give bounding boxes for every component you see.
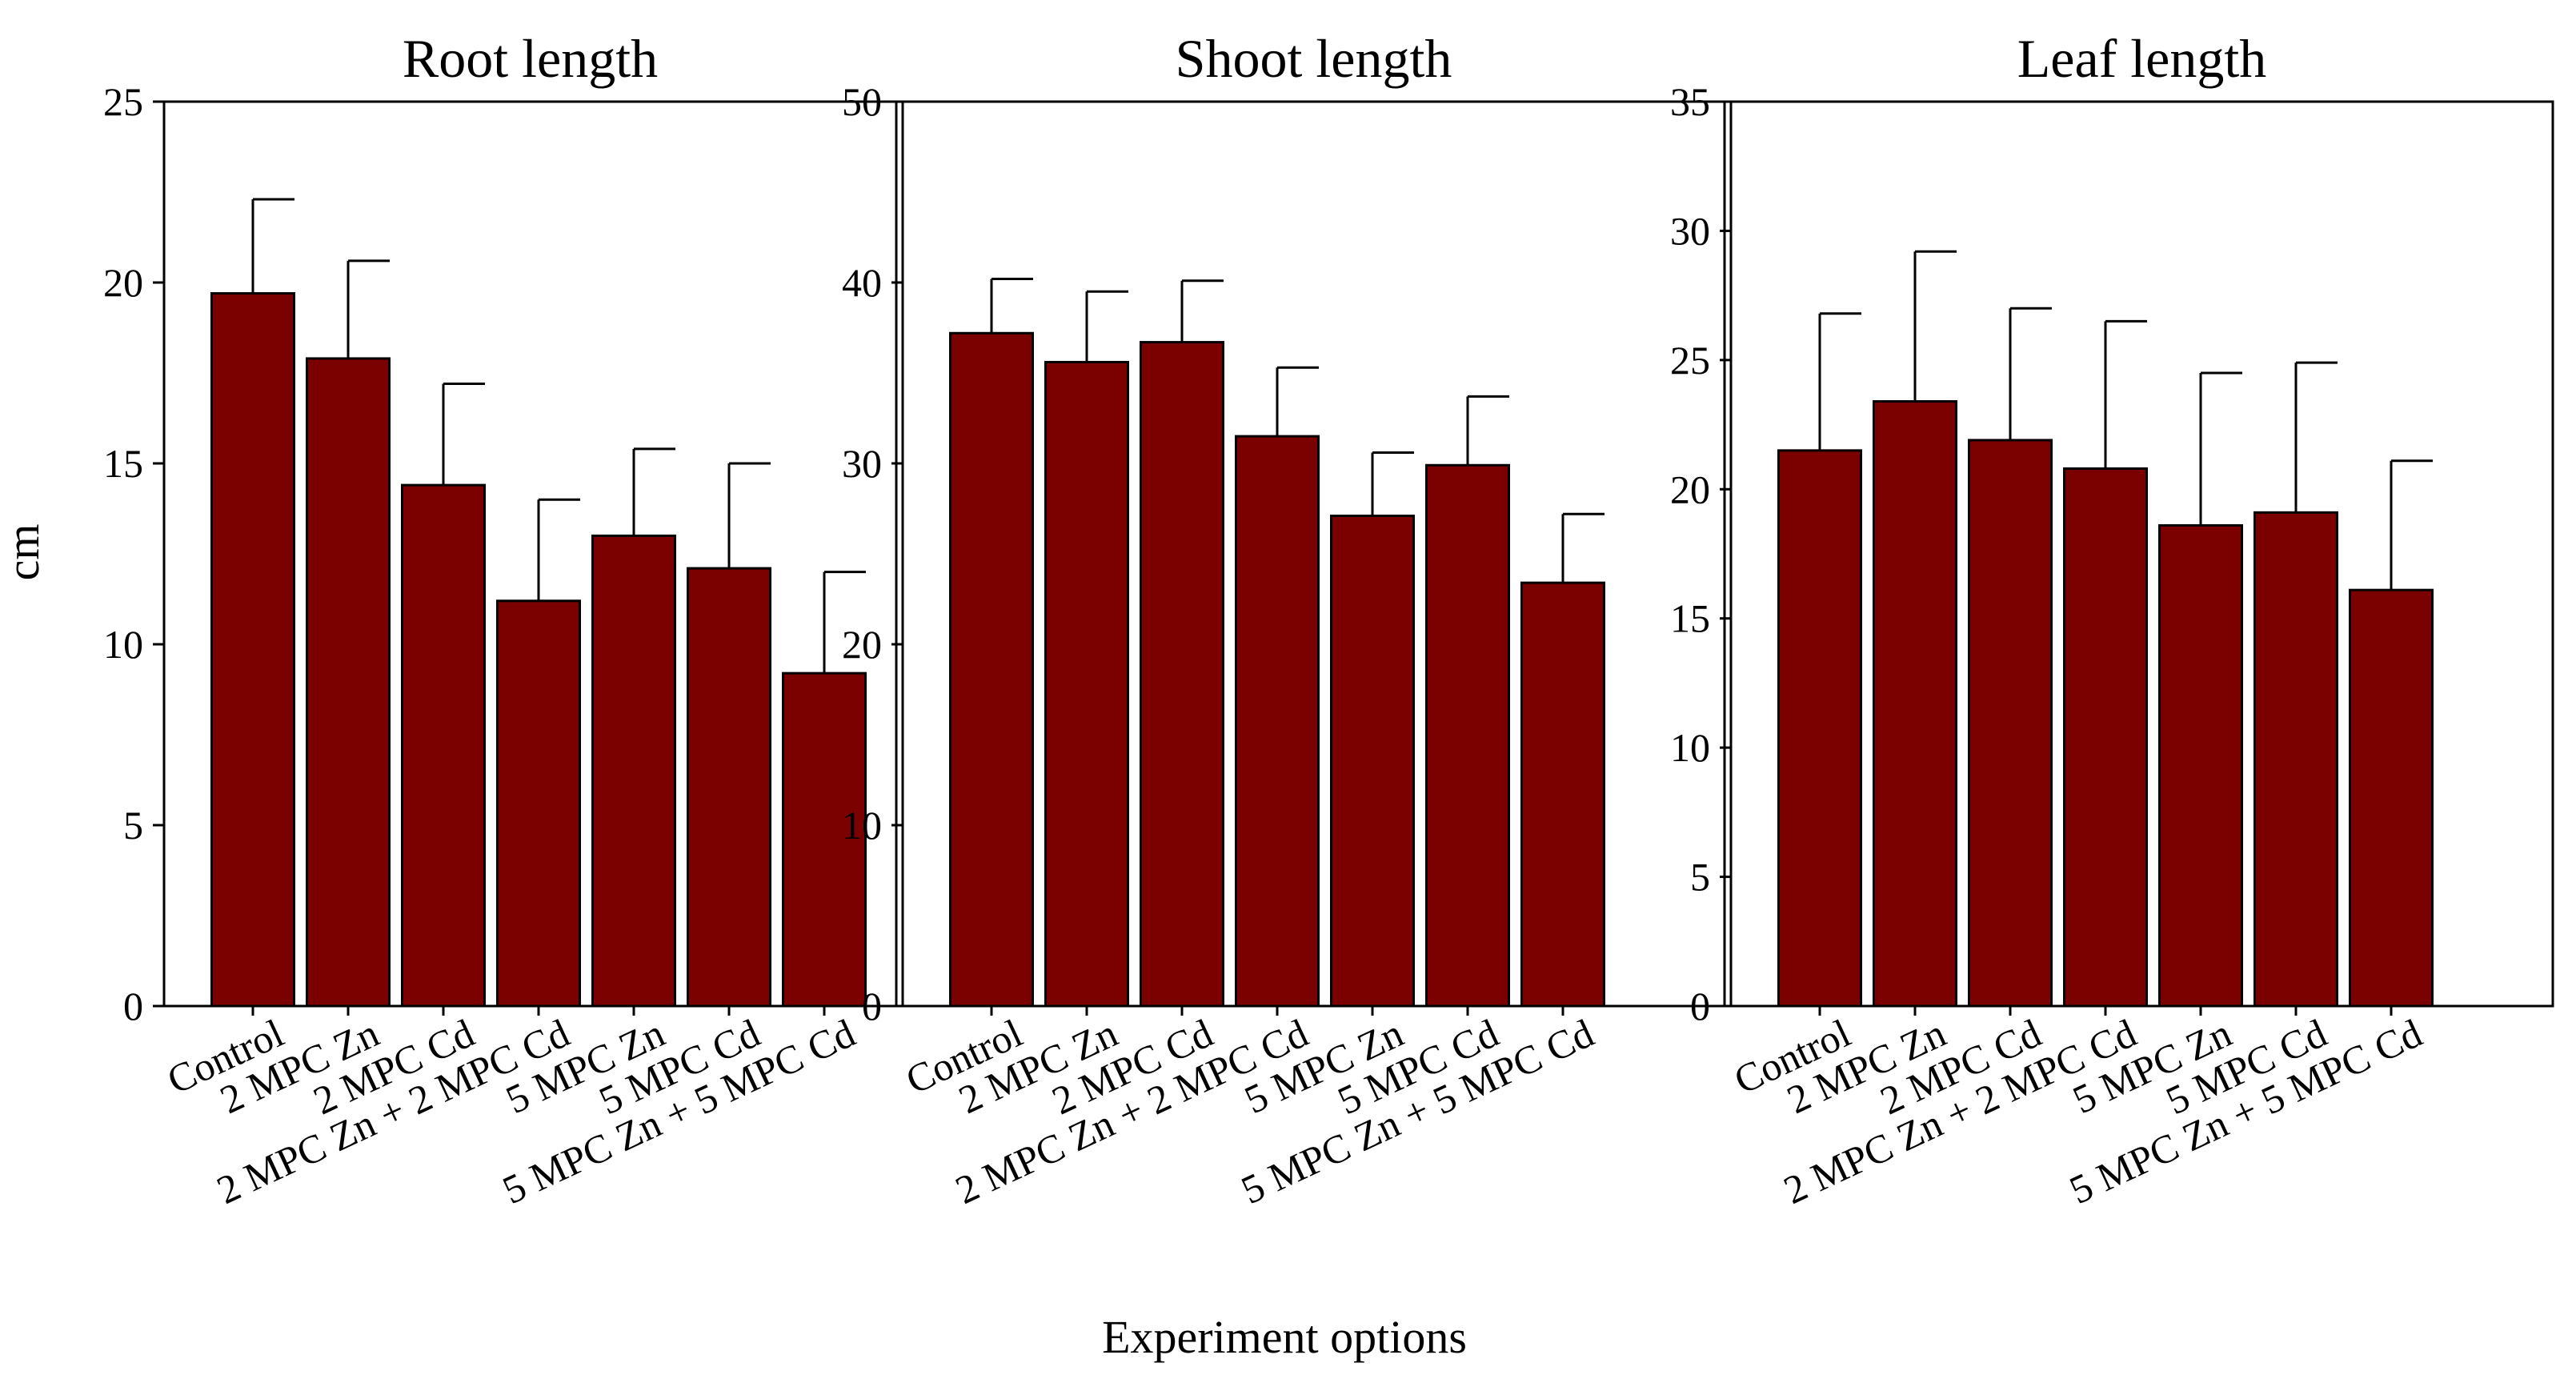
bar: [1777, 449, 1862, 1008]
y-tick-label: 10: [1670, 725, 1710, 770]
panel-title: Shoot length: [1176, 28, 1452, 89]
y-tick-label: 30: [1670, 208, 1710, 253]
bar: [1235, 435, 1320, 1008]
y-tick-label: 0: [123, 984, 143, 1028]
y-tick-label: 20: [842, 622, 882, 667]
y-tick-label: 15: [103, 441, 143, 486]
bar: [306, 357, 391, 1008]
bar: [2063, 467, 2148, 1008]
bar: [687, 567, 771, 1008]
y-tick-label: 35: [1670, 79, 1710, 124]
x-axis-label: Experiment options: [1102, 1311, 1467, 1363]
y-tick-label: 40: [842, 260, 882, 305]
bar: [2253, 511, 2338, 1008]
bar: [1140, 341, 1224, 1008]
y-tick-label: 10: [842, 803, 882, 848]
bar: [401, 483, 486, 1008]
y-tick-label: 0: [862, 984, 882, 1028]
panel-title: Root length: [403, 28, 658, 89]
panel-title: Leaf length: [2017, 28, 2267, 89]
y-tick-label: 50: [842, 79, 882, 124]
bar: [1968, 439, 2053, 1008]
y-tick-label: 25: [103, 79, 143, 124]
bar: [2158, 523, 2243, 1008]
bar: [1873, 400, 1957, 1008]
y-tick-label: 20: [1670, 467, 1710, 511]
bar: [1330, 515, 1415, 1008]
bar: [1044, 360, 1129, 1008]
bar: [1520, 581, 1605, 1008]
bar: [591, 534, 676, 1008]
bar: [496, 599, 581, 1008]
bar: [782, 671, 867, 1008]
y-axis-label: cm: [0, 524, 49, 581]
y-tick-label: 5: [123, 803, 143, 848]
y-tick-label: 10: [103, 622, 143, 667]
bar: [210, 292, 295, 1008]
y-tick-label: 0: [1690, 984, 1710, 1028]
y-tick-label: 15: [1670, 596, 1710, 641]
y-tick-label: 30: [842, 441, 882, 486]
bar: [1425, 463, 1510, 1008]
y-tick-label: 20: [103, 260, 143, 305]
y-tick-label: 5: [1690, 855, 1710, 900]
bar: [2349, 588, 2434, 1008]
bar: [949, 331, 1034, 1008]
y-tick-label: 25: [1670, 338, 1710, 383]
